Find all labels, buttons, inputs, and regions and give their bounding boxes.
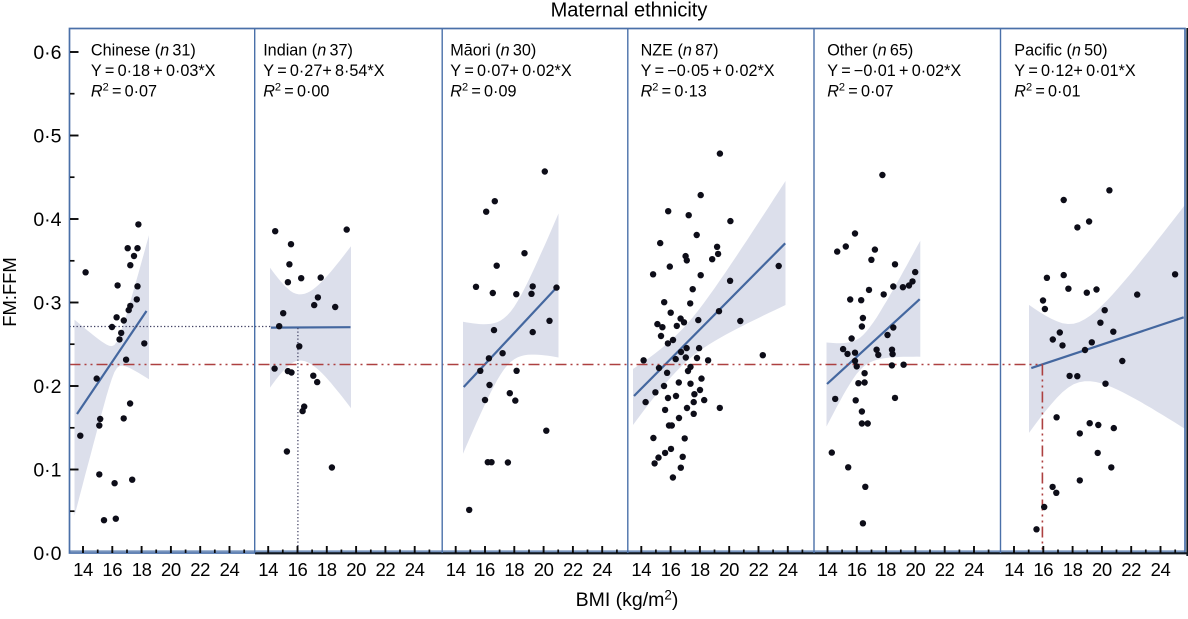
svg-text:Y = 0·27+ 8·54*X: Y = 0·27+ 8·54*X	[263, 62, 385, 80]
svg-text:Y = 0·07+ 0·02*X: Y = 0·07+ 0·02*X	[450, 62, 572, 80]
svg-text:R2 = 0·00: R2 = 0·00	[263, 82, 329, 101]
svg-text:22: 22	[563, 559, 583, 580]
svg-text:18: 18	[504, 559, 524, 580]
svg-text:Y = −0·05 + 0·02*X: Y = −0·05 + 0·02*X	[641, 62, 775, 80]
svg-text:14: 14	[818, 559, 838, 580]
svg-text:FM:FFM: FM:FFM	[0, 257, 20, 326]
svg-text:14: 14	[1004, 559, 1024, 580]
svg-text:22: 22	[1121, 559, 1141, 580]
svg-text:20: 20	[719, 559, 739, 580]
svg-text:R2 = 0·07: R2 = 0·07	[827, 82, 893, 101]
svg-text:0·5: 0·5	[33, 126, 61, 148]
svg-text:22: 22	[749, 559, 769, 580]
svg-text:BMI (kg/m2): BMI (kg/m2)	[576, 588, 679, 612]
svg-text:16: 16	[102, 559, 122, 580]
svg-text:22: 22	[935, 559, 955, 580]
svg-text:Chinese (n 31): Chinese (n 31)	[91, 42, 196, 60]
svg-text:0·6: 0·6	[33, 42, 61, 64]
svg-text:18: 18	[690, 559, 710, 580]
svg-text:R2 = 0·13: R2 = 0·13	[641, 82, 707, 101]
svg-text:14: 14	[631, 559, 651, 580]
svg-text:24: 24	[964, 559, 984, 580]
svg-text:Pacific (n 50): Pacific (n 50)	[1014, 42, 1107, 60]
svg-text:20: 20	[161, 559, 181, 580]
svg-text:16: 16	[1033, 559, 1053, 580]
svg-text:Other (n 65): Other (n 65)	[827, 42, 913, 60]
svg-text:20: 20	[906, 559, 926, 580]
svg-text:24: 24	[778, 559, 798, 580]
svg-text:22: 22	[190, 559, 210, 580]
svg-text:Māori (n 30): Māori (n 30)	[450, 42, 536, 60]
svg-text:14: 14	[73, 559, 93, 580]
svg-text:24: 24	[592, 559, 612, 580]
svg-text:24: 24	[1151, 559, 1171, 580]
svg-text:18: 18	[876, 559, 896, 580]
svg-text:Y = 0·18 + 0·03*X: Y = 0·18 + 0·03*X	[91, 62, 216, 80]
svg-text:0·3: 0·3	[33, 293, 61, 315]
svg-text:0·4: 0·4	[33, 209, 61, 231]
svg-text:18: 18	[1063, 559, 1083, 580]
svg-text:0·0: 0·0	[33, 543, 61, 565]
svg-text:16: 16	[288, 559, 308, 580]
svg-text:Indian (n 37): Indian (n 37)	[263, 42, 353, 60]
svg-text:16: 16	[847, 559, 867, 580]
svg-text:0·1: 0·1	[33, 460, 61, 482]
svg-text:20: 20	[534, 559, 554, 580]
svg-text:20: 20	[346, 559, 366, 580]
svg-text:16: 16	[661, 559, 681, 580]
svg-text:Y = −0·01 + 0·02*X: Y = −0·01 + 0·02*X	[827, 62, 961, 80]
svg-text:24: 24	[220, 559, 240, 580]
svg-text:Maternal ethnicity: Maternal ethnicity	[551, 0, 708, 22]
svg-text:20: 20	[1092, 559, 1112, 580]
svg-text:R2 = 0·01: R2 = 0·01	[1014, 82, 1080, 101]
svg-text:R2 = 0·09: R2 = 0·09	[450, 82, 516, 101]
svg-text:18: 18	[132, 559, 152, 580]
svg-text:18: 18	[317, 559, 337, 580]
svg-text:24: 24	[405, 559, 425, 580]
svg-text:Y = 0·12+ 0·01*X: Y = 0·12+ 0·01*X	[1014, 62, 1136, 80]
svg-text:22: 22	[376, 559, 396, 580]
svg-text:14: 14	[258, 559, 278, 580]
svg-text:NZE (n 87): NZE (n 87)	[641, 42, 719, 60]
svg-text:0·2: 0·2	[33, 376, 61, 398]
svg-text:14: 14	[446, 559, 466, 580]
svg-text:16: 16	[475, 559, 495, 580]
svg-text:R2 = 0·07: R2 = 0·07	[91, 82, 157, 101]
